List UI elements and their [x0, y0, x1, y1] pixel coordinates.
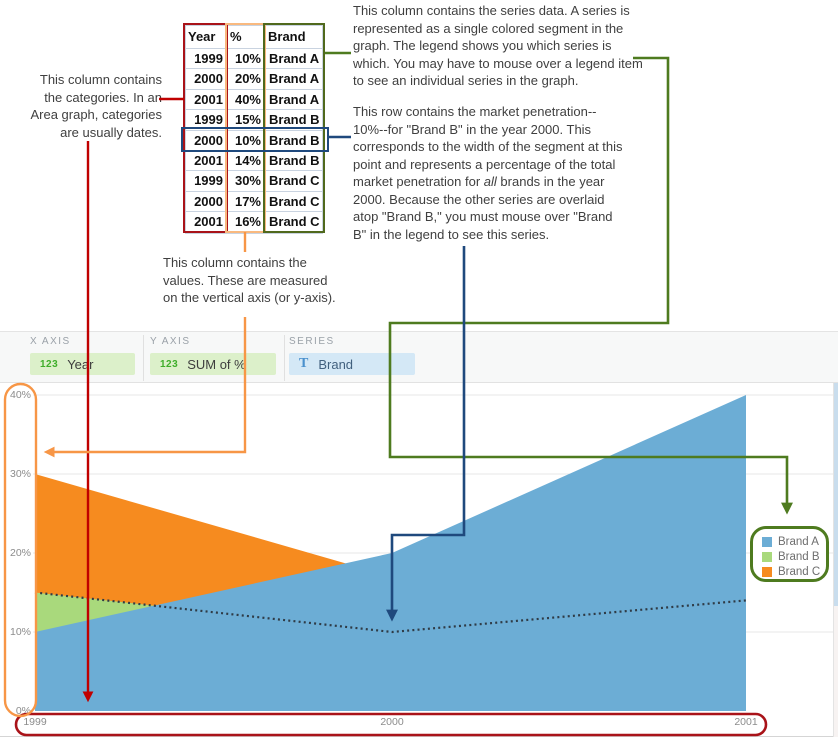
- table-cell: Brand C: [266, 171, 324, 192]
- table-cell: Brand A: [266, 69, 324, 90]
- table-cell: 15%: [228, 110, 266, 131]
- y-tick-label: 40%: [9, 389, 31, 401]
- annotation-highlighted-row: This row contains the market penetration…: [353, 103, 668, 243]
- y-tick-label: 30%: [9, 468, 31, 480]
- table-cell: 16%: [228, 212, 266, 233]
- table-cell: 1999: [186, 171, 228, 192]
- table-cell: 2001: [186, 212, 228, 233]
- number-type-icon: 123: [40, 358, 59, 370]
- table-cell: Brand B: [266, 150, 324, 172]
- table-cell: 14%: [228, 150, 266, 172]
- y-tick-label: 10%: [9, 626, 31, 638]
- x-tick-label: 2000: [380, 716, 404, 728]
- legend-item[interactable]: Brand B: [762, 549, 826, 564]
- table-cell: Brand A: [266, 49, 324, 70]
- legend-swatch: [762, 536, 772, 547]
- table-cell: 20%: [228, 69, 266, 90]
- chart-builder-bar: X AXIS 123 Year Y AXIS 123 SUM of % SERI…: [0, 331, 838, 383]
- annotation-categories-column: This column contains the categories. In …: [30, 72, 162, 140]
- x-axis-pill[interactable]: 123 Year: [30, 353, 135, 375]
- x-axis-value: Year: [67, 356, 94, 372]
- table-cell: 1999: [186, 49, 228, 70]
- table-cell: 2000: [186, 69, 228, 90]
- chart-legend: Brand A Brand B Brand C: [750, 526, 829, 582]
- text-type-icon: T: [299, 356, 309, 371]
- y-axis-pill[interactable]: 123 SUM of %: [150, 353, 276, 375]
- table-cell: 1999: [186, 110, 228, 131]
- table-cell: 10%: [228, 49, 266, 70]
- right-edge-scrollbar: [833, 383, 838, 737]
- number-type-icon: 123: [160, 358, 179, 370]
- table-cell: 17%: [228, 191, 266, 213]
- legend-label: Brand C: [778, 565, 821, 578]
- data-table-grid: Year% Brand 1999 10% Brand A 2000 20% Brand A 20…: [185, 25, 324, 234]
- y-axis-field: Y AXIS 123 SUM of %: [150, 336, 276, 375]
- legend-swatch: [762, 566, 772, 577]
- table-cell: Brand C: [266, 212, 324, 233]
- series-value: Brand: [318, 356, 354, 372]
- legend-item[interactable]: Brand C: [762, 564, 826, 579]
- table-cell: Brand B: [266, 130, 324, 151]
- builder-divider: [143, 335, 144, 381]
- series-pill[interactable]: T Brand: [289, 353, 415, 375]
- series-label: SERIES: [289, 336, 335, 347]
- table-cell: 2001: [186, 89, 228, 111]
- table-cell: 30%: [228, 171, 266, 192]
- x-axis-field: X AXIS 123 Year: [30, 336, 135, 375]
- x-tick-label: 2001: [734, 716, 758, 728]
- table-cell: 10%: [228, 130, 266, 151]
- table-header-cell: %: [228, 26, 266, 49]
- data-table: Year% Brand 1999 10% Brand A 2000 20% Brand A 20…: [181, 23, 329, 234]
- annotation-series-column: This column contains the series data. A …: [353, 3, 643, 88]
- series-field: SERIES T Brand: [289, 336, 415, 375]
- y-tick-label: 20%: [9, 547, 31, 559]
- table-cell: 2000: [186, 130, 228, 151]
- table-header-cell: Year: [186, 26, 228, 49]
- table-cell: Brand B: [266, 110, 324, 131]
- table-cell: 2001: [186, 150, 228, 172]
- table-cell: 40%: [228, 89, 266, 111]
- table-cell: Brand C: [266, 191, 324, 213]
- legend-label: Brand A: [778, 535, 819, 548]
- table-header-cell: Brand: [266, 26, 324, 49]
- x-tick-label: 1999: [23, 716, 47, 728]
- legend-swatch: [762, 551, 772, 562]
- table-cell: Brand A: [266, 89, 324, 111]
- builder-divider: [284, 335, 285, 381]
- y-axis-value: SUM of %: [187, 356, 246, 372]
- legend-item[interactable]: Brand A: [762, 534, 826, 549]
- x-axis-label: X AXIS: [30, 336, 71, 347]
- annotation-row-italic: all: [483, 174, 497, 189]
- table-cell: 2000: [186, 191, 228, 213]
- legend-label: Brand B: [778, 550, 820, 563]
- annotation-values-column: This column contains the values. These a…: [163, 255, 336, 305]
- y-axis-label: Y AXIS: [150, 336, 191, 347]
